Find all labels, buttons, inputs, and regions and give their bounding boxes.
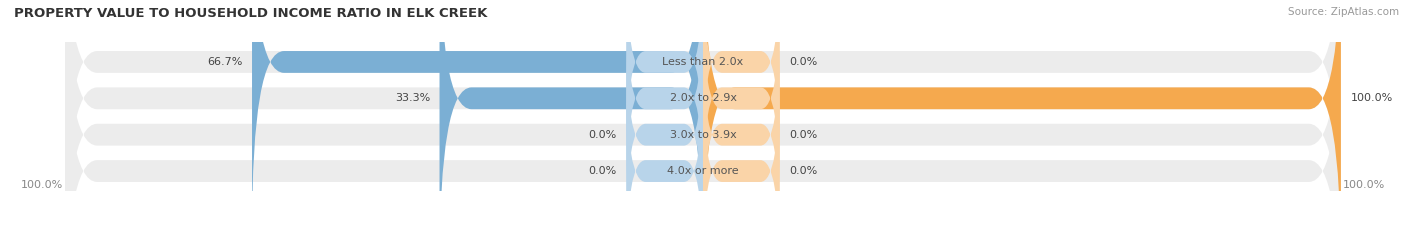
FancyBboxPatch shape xyxy=(65,0,1341,233)
FancyBboxPatch shape xyxy=(703,0,779,196)
Text: Source: ZipAtlas.com: Source: ZipAtlas.com xyxy=(1288,7,1399,17)
Text: 100.0%: 100.0% xyxy=(1351,93,1393,103)
FancyBboxPatch shape xyxy=(627,73,703,233)
Text: 0.0%: 0.0% xyxy=(789,166,817,176)
FancyBboxPatch shape xyxy=(703,0,1341,233)
Text: 0.0%: 0.0% xyxy=(589,130,617,140)
Text: 33.3%: 33.3% xyxy=(395,93,430,103)
Text: 0.0%: 0.0% xyxy=(589,166,617,176)
Text: 66.7%: 66.7% xyxy=(207,57,242,67)
Text: 2.0x to 2.9x: 2.0x to 2.9x xyxy=(669,93,737,103)
FancyBboxPatch shape xyxy=(703,37,779,233)
Text: 3.0x to 3.9x: 3.0x to 3.9x xyxy=(669,130,737,140)
Text: Less than 2.0x: Less than 2.0x xyxy=(662,57,744,67)
FancyBboxPatch shape xyxy=(252,0,703,233)
FancyBboxPatch shape xyxy=(440,0,703,233)
FancyBboxPatch shape xyxy=(65,0,1341,233)
Text: 4.0x or more: 4.0x or more xyxy=(668,166,738,176)
Text: PROPERTY VALUE TO HOUSEHOLD INCOME RATIO IN ELK CREEK: PROPERTY VALUE TO HOUSEHOLD INCOME RATIO… xyxy=(14,7,488,20)
Text: 0.0%: 0.0% xyxy=(789,130,817,140)
FancyBboxPatch shape xyxy=(627,0,703,196)
FancyBboxPatch shape xyxy=(703,73,779,233)
FancyBboxPatch shape xyxy=(627,37,703,233)
FancyBboxPatch shape xyxy=(65,0,1341,233)
Text: 100.0%: 100.0% xyxy=(1343,180,1385,190)
FancyBboxPatch shape xyxy=(65,0,1341,233)
Text: 100.0%: 100.0% xyxy=(21,180,63,190)
FancyBboxPatch shape xyxy=(627,0,703,160)
Legend: Without Mortgage, With Mortgage: Without Mortgage, With Mortgage xyxy=(585,229,821,233)
Text: 0.0%: 0.0% xyxy=(789,57,817,67)
FancyBboxPatch shape xyxy=(703,0,779,160)
